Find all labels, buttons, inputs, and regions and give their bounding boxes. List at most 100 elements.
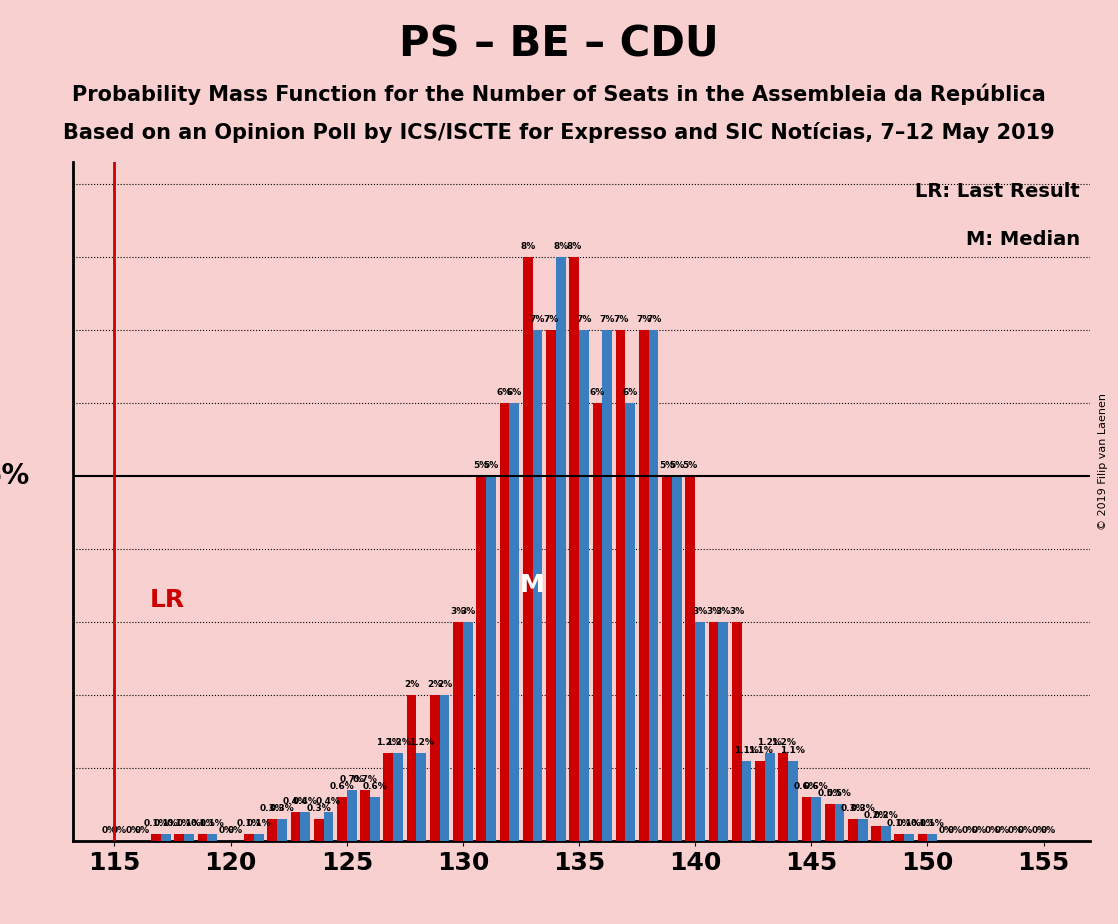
Text: 0.6%: 0.6% <box>362 783 387 791</box>
Bar <box>928 833 937 841</box>
Bar <box>881 826 891 841</box>
Bar <box>161 833 171 841</box>
Text: 7%: 7% <box>613 315 628 323</box>
Bar <box>894 833 904 841</box>
Text: 0.6%: 0.6% <box>804 783 828 791</box>
Text: 0.1%: 0.1% <box>177 819 201 828</box>
Text: 0.1%: 0.1% <box>897 819 921 828</box>
Text: 0%: 0% <box>972 826 986 835</box>
Text: 1.2%: 1.2% <box>409 738 434 748</box>
Bar <box>858 819 868 841</box>
Bar <box>648 330 659 841</box>
Bar <box>453 622 463 841</box>
Text: 0%: 0% <box>1041 826 1057 835</box>
Bar <box>301 811 310 841</box>
Bar <box>244 833 254 841</box>
Bar <box>569 257 579 841</box>
Bar <box>825 804 834 841</box>
Text: 7%: 7% <box>576 315 591 323</box>
Text: M: M <box>520 573 544 597</box>
Bar <box>184 833 193 841</box>
Text: 2%: 2% <box>427 680 443 689</box>
Bar <box>383 753 394 841</box>
Text: 0%: 0% <box>218 826 234 835</box>
Bar <box>151 833 161 841</box>
Text: 7%: 7% <box>543 315 559 323</box>
Text: 6%: 6% <box>590 388 605 396</box>
Bar <box>719 622 728 841</box>
Text: 1.2%: 1.2% <box>386 738 410 748</box>
Bar <box>523 257 532 841</box>
Text: 0.1%: 0.1% <box>887 819 911 828</box>
Text: 3%: 3% <box>705 607 721 616</box>
Text: 0%: 0% <box>985 826 999 835</box>
Bar <box>904 833 915 841</box>
Bar <box>337 797 347 841</box>
Text: 5%: 5% <box>474 461 489 470</box>
Bar <box>616 330 625 841</box>
Bar <box>198 833 208 841</box>
Text: 0%: 0% <box>135 826 150 835</box>
Text: 0%: 0% <box>948 826 963 835</box>
Bar <box>546 330 556 841</box>
Bar <box>918 833 928 841</box>
Bar <box>662 476 672 841</box>
Text: © 2019 Filip van Laenen: © 2019 Filip van Laenen <box>1099 394 1108 530</box>
Text: 0%: 0% <box>1031 826 1046 835</box>
Text: 6%: 6% <box>506 388 522 396</box>
Bar <box>208 833 217 841</box>
Bar <box>788 760 798 841</box>
Text: 1.1%: 1.1% <box>735 746 759 755</box>
Text: 0.1%: 0.1% <box>237 819 262 828</box>
Text: 7%: 7% <box>646 315 661 323</box>
Text: 0%: 0% <box>994 826 1010 835</box>
Text: 0.4%: 0.4% <box>283 796 307 806</box>
Bar <box>603 330 612 841</box>
Bar <box>323 811 333 841</box>
Bar <box>360 790 370 841</box>
Bar <box>755 760 765 841</box>
Bar <box>463 622 473 841</box>
Text: 0%: 0% <box>125 826 141 835</box>
Bar <box>672 476 682 841</box>
Text: 0.4%: 0.4% <box>316 796 341 806</box>
Text: 0.1%: 0.1% <box>190 819 215 828</box>
Text: 7%: 7% <box>599 315 615 323</box>
Text: 0.3%: 0.3% <box>259 804 285 813</box>
Text: Probability Mass Function for the Number of Seats in the Assembleia da República: Probability Mass Function for the Number… <box>73 83 1045 104</box>
Text: 2%: 2% <box>437 680 452 689</box>
Text: 0.5%: 0.5% <box>827 789 852 798</box>
Text: 0.3%: 0.3% <box>851 804 875 813</box>
Bar <box>579 330 589 841</box>
Text: 5%: 5% <box>683 461 698 470</box>
Text: 1.2%: 1.2% <box>757 738 783 748</box>
Bar <box>639 330 648 841</box>
Text: 0%: 0% <box>102 826 117 835</box>
Text: PS – BE – CDU: PS – BE – CDU <box>399 23 719 65</box>
Text: LR: LR <box>150 588 184 612</box>
Text: 0.1%: 0.1% <box>167 819 191 828</box>
Text: Based on an Opinion Poll by ICS/ISCTE for Expresso and SIC Notícias, 7–12 May 20: Based on an Opinion Poll by ICS/ISCTE fo… <box>63 122 1055 143</box>
Bar <box>625 403 635 841</box>
Text: 0.1%: 0.1% <box>246 819 271 828</box>
Text: 0%: 0% <box>228 826 243 835</box>
Text: 0.1%: 0.1% <box>910 819 935 828</box>
Text: 0.7%: 0.7% <box>339 775 364 784</box>
Text: 5%: 5% <box>670 461 684 470</box>
Bar <box>510 403 519 841</box>
Bar <box>314 819 323 841</box>
Text: LR: Last Result: LR: Last Result <box>916 182 1080 201</box>
Text: 1.1%: 1.1% <box>780 746 805 755</box>
Bar <box>500 403 510 841</box>
Text: M: Median: M: Median <box>966 230 1080 249</box>
Text: 0.7%: 0.7% <box>352 775 378 784</box>
Bar <box>556 257 566 841</box>
Text: 5%: 5% <box>0 462 30 490</box>
Text: 8%: 8% <box>520 242 536 250</box>
Text: 0%: 0% <box>112 826 127 835</box>
Text: 7%: 7% <box>530 315 546 323</box>
Bar <box>277 819 287 841</box>
Text: 0.2%: 0.2% <box>873 811 898 821</box>
Bar <box>174 833 184 841</box>
Text: 0.1%: 0.1% <box>200 819 225 828</box>
